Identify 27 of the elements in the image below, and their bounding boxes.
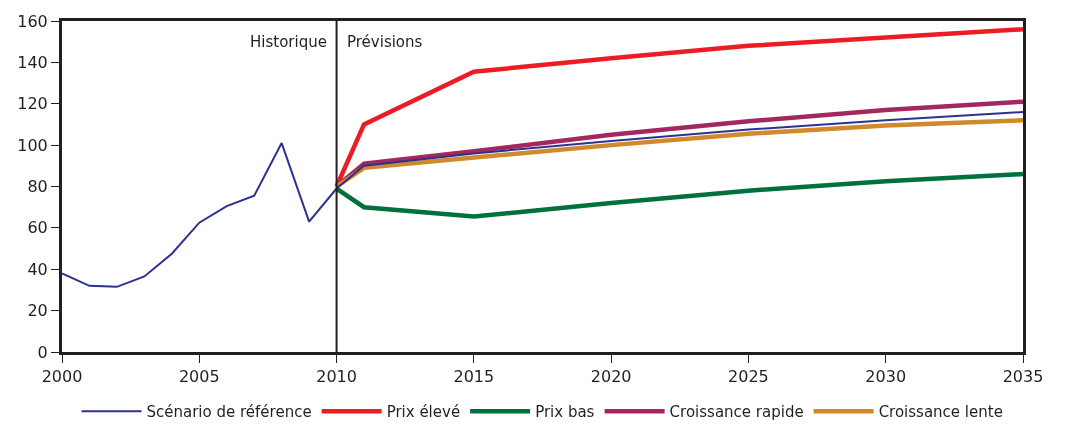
legend-label: Croissance lente xyxy=(878,403,1003,422)
y-tick-label: 160 xyxy=(17,11,48,31)
x-tick-label: 2035 xyxy=(1002,367,1044,387)
y-tick-label: 20 xyxy=(27,301,48,321)
y-tick-label: 80 xyxy=(27,177,48,197)
legend-label: Croissance rapide xyxy=(669,403,804,422)
legend-label: Prix bas xyxy=(535,403,595,422)
x-tick-label: 2015 xyxy=(453,367,495,387)
line-series xyxy=(334,118,1023,189)
x-tick-label: 2000 xyxy=(41,367,83,387)
annotation: Prévisions xyxy=(347,33,423,51)
x-tick-label: 2010 xyxy=(316,367,357,387)
y-tick-label: 40 xyxy=(27,259,48,279)
line-series xyxy=(334,27,1023,189)
x-tick-label: 2020 xyxy=(590,367,632,387)
y-tick-label: 120 xyxy=(17,94,48,114)
x-tick-label: 2030 xyxy=(865,367,907,387)
y-tick-label: 60 xyxy=(27,218,48,238)
legend-label: Prix élevé xyxy=(386,403,461,422)
y-tick-label: 0 xyxy=(37,342,48,362)
y-tick-label: 140 xyxy=(17,52,48,72)
y-tick-label: 100 xyxy=(17,135,48,155)
x-tick-label: 2005 xyxy=(178,367,220,387)
legend-label: Scénario de référence xyxy=(146,403,312,422)
line-series xyxy=(62,111,1023,288)
x-tick-label: 2025 xyxy=(728,367,769,387)
annotation: Historique xyxy=(250,33,327,51)
